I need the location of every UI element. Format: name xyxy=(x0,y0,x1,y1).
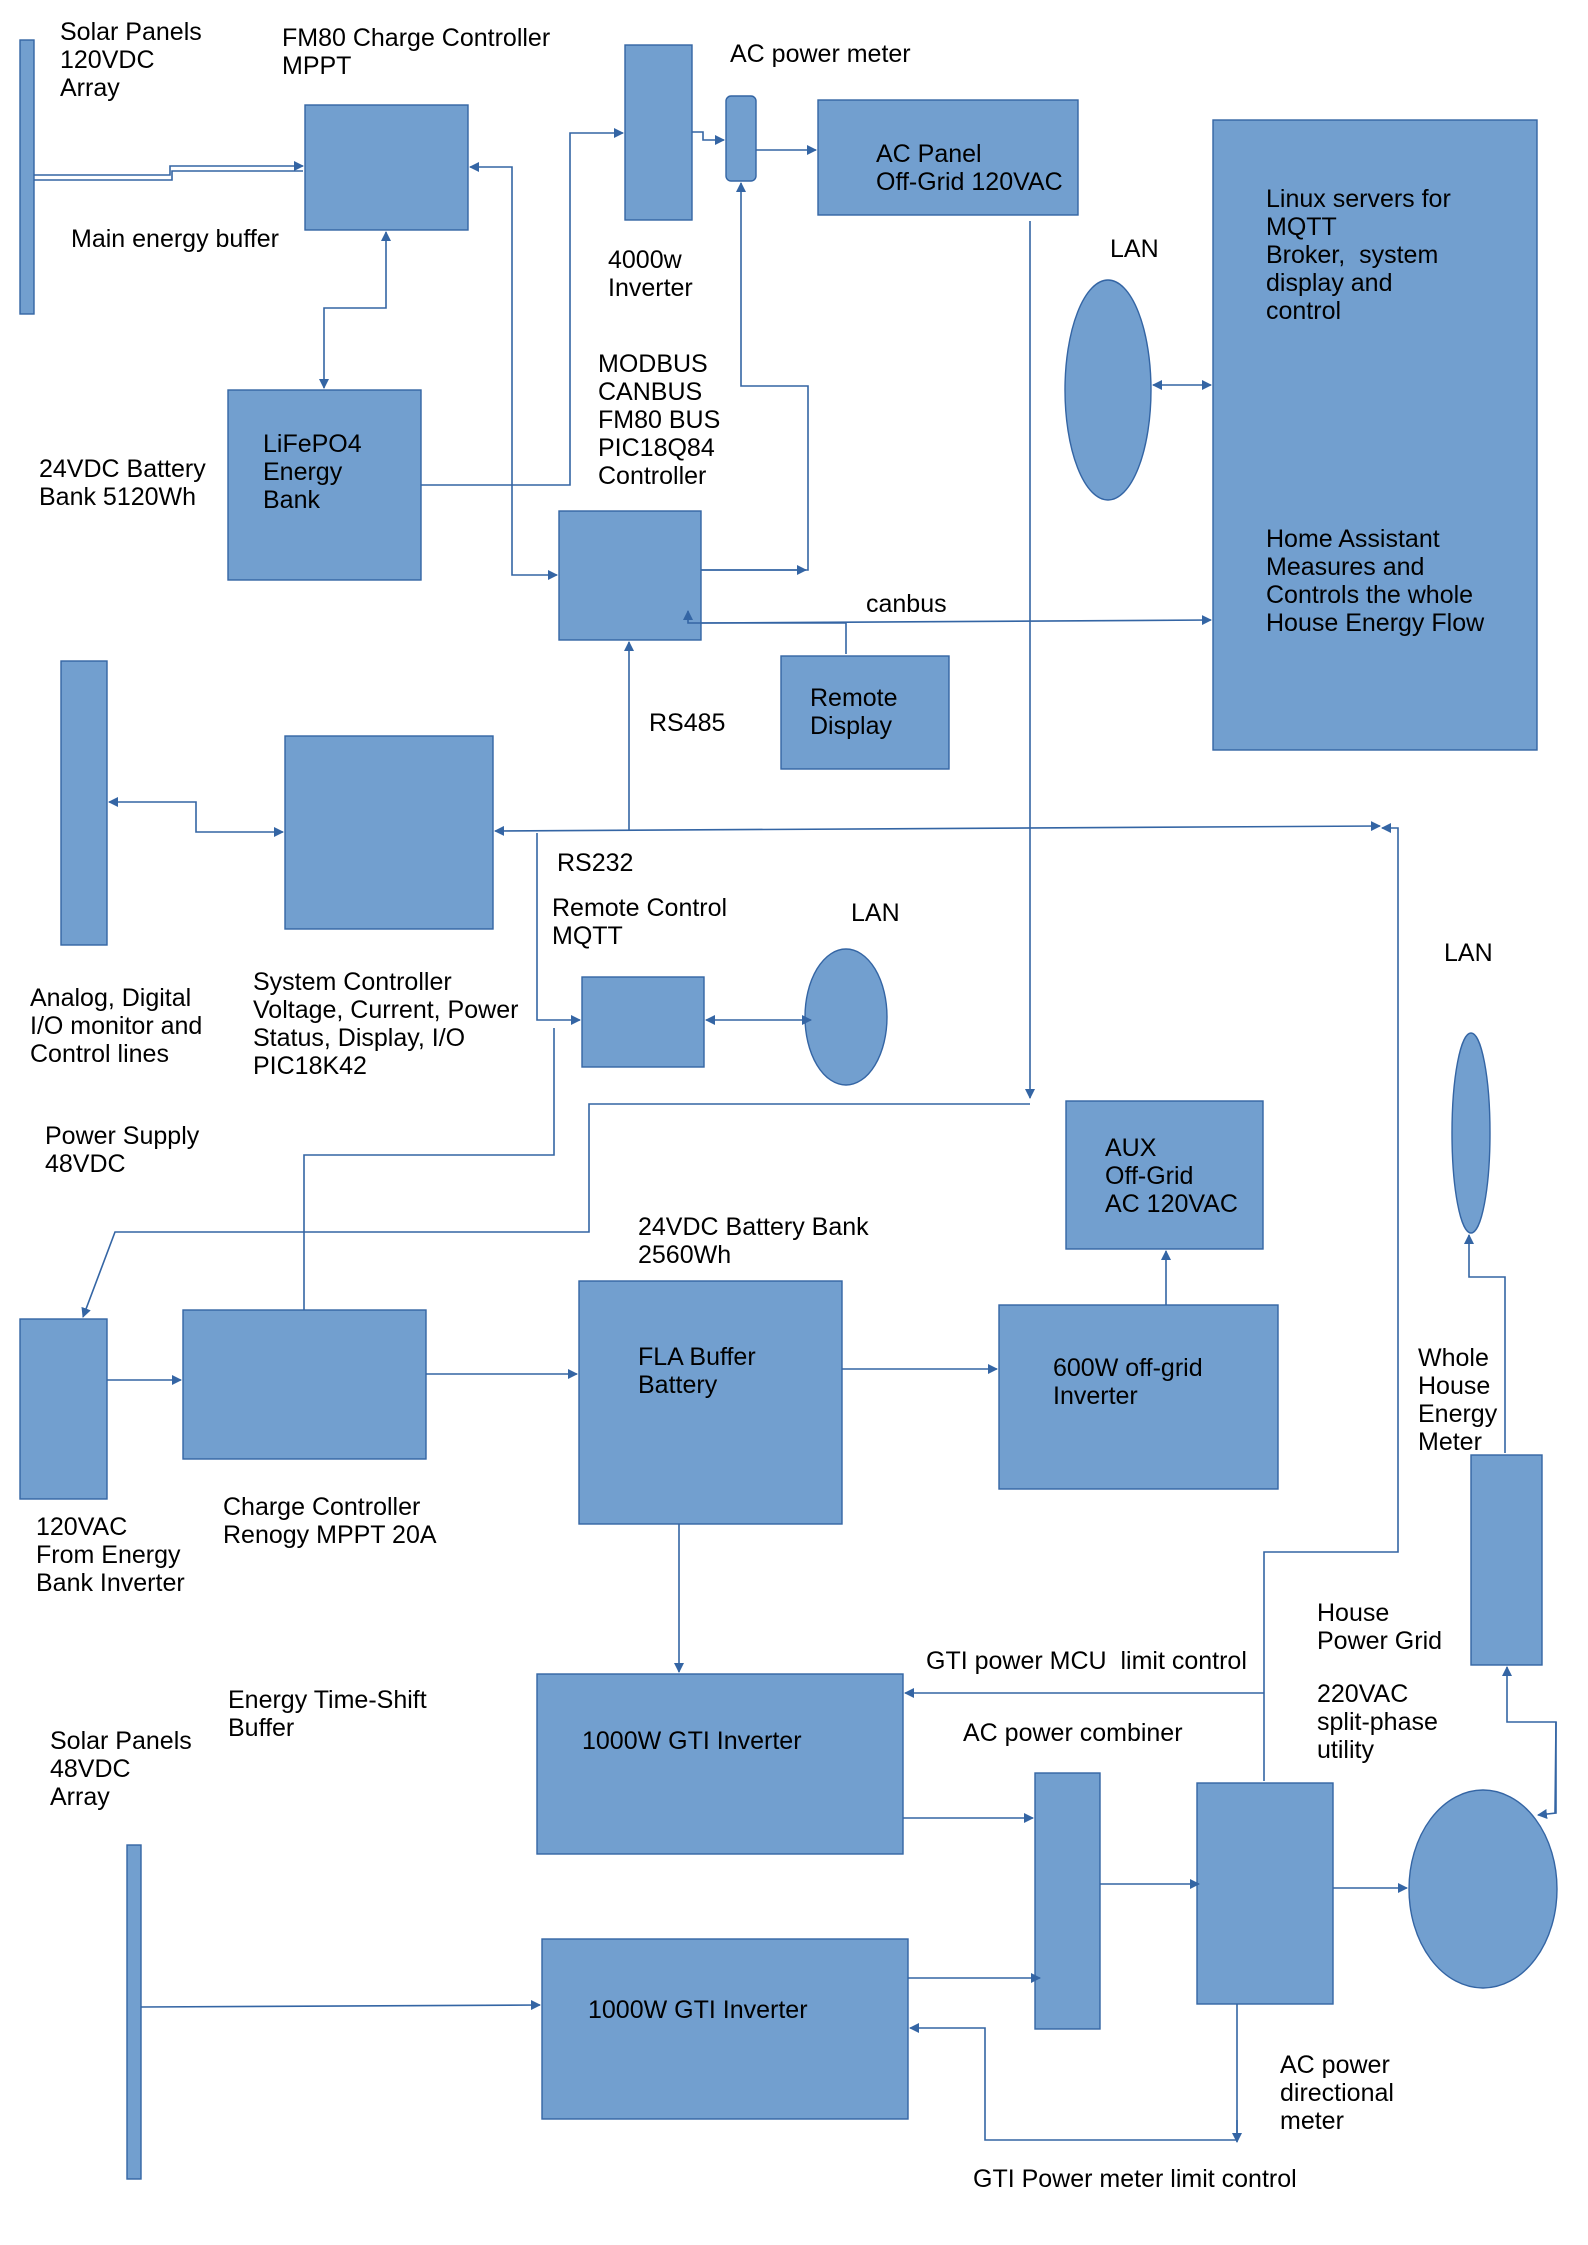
analog-io-bus-box xyxy=(60,660,108,946)
whole-house-meter-label: Whole House Energy Meter xyxy=(1418,1344,1498,1456)
rs232-label: RS232 xyxy=(557,849,634,877)
home-assistant-label: Home Assistant Measures and Controls the… xyxy=(1266,525,1485,637)
renogy-label: Charge Controller Renogy MPPT 20A xyxy=(223,1493,437,1549)
lan-mid-label: LAN xyxy=(851,899,900,927)
gti-meter-limit-label: GTI Power meter limit control xyxy=(973,2165,1297,2193)
ac-directional-label: AC power directional meter xyxy=(1280,2051,1394,2135)
rs232-wire xyxy=(536,833,581,1025)
canbus-label: canbus xyxy=(866,590,947,618)
pic18q84-controller-box xyxy=(558,510,702,641)
aux-off-grid-box xyxy=(1065,1100,1264,1250)
remote-control-mqtt-box xyxy=(581,976,705,1068)
fla-buffer-label: FLA Buffer Battery xyxy=(638,1343,756,1399)
whole-house-energy-meter-box xyxy=(1470,1454,1543,1666)
ac-combiner-label: AC power combiner xyxy=(963,1719,1183,1747)
solar-to-fm80-wire-2 xyxy=(34,170,303,181)
modbus-label: MODBUS CANBUS FM80 BUS PIC18Q84 Controll… xyxy=(598,350,721,490)
house-grid-label: House Power Grid xyxy=(1317,1599,1443,1655)
solar-48v-label: Solar Panels 48VDC Array xyxy=(50,1727,192,1811)
lan-mid-node xyxy=(804,948,888,1086)
inverter-600w-box xyxy=(998,1304,1279,1490)
inverter-600-label: 600W off-grid Inverter xyxy=(1053,1354,1203,1410)
remote-control-label: Remote Control MQTT xyxy=(552,894,728,950)
solar-120v-label: Solar Panels 120VDC Array xyxy=(60,18,202,102)
solar-panel-48v-array xyxy=(126,1844,142,2180)
power-supply-48v-box xyxy=(19,1318,108,1500)
ac-panel-box xyxy=(817,99,1079,216)
gti-1-label: 1000W GTI Inverter xyxy=(582,1727,802,1755)
solar-to-fm80-wire xyxy=(34,161,304,176)
utility-label: 220VAC split-phase utility xyxy=(1317,1680,1438,1764)
lifepo4-battery-box xyxy=(227,389,422,581)
remote-display-box xyxy=(780,655,950,770)
inverter-4000-label: 4000w Inverter xyxy=(608,246,693,302)
inverter-4000w-box xyxy=(624,44,693,221)
grid-to-house-meter-wire xyxy=(1502,1666,1557,1814)
main-energy-buffer-label: Main energy buffer xyxy=(71,225,279,253)
ac-directional-meter-box xyxy=(1196,1782,1334,2005)
aux-label: AUX Off-Grid AC 120VAC xyxy=(1105,1134,1238,1218)
linux-servers-label: Linux servers for MQTT Broker, system di… xyxy=(1266,185,1451,325)
grid-to-house-meter-return xyxy=(1537,1722,1557,1819)
gti-2-label: 1000W GTI Inverter xyxy=(588,1996,808,2024)
analog-io-label: Analog, Digital I/O monitor and Control … xyxy=(30,984,203,1068)
system-controller-box xyxy=(284,735,494,930)
lan-top-node xyxy=(1064,279,1152,501)
fm80-charge-controller-box xyxy=(304,104,469,231)
lifepo4-label: LiFePO4 Energy Bank xyxy=(263,430,362,514)
acpanel-to-powersupply-wire xyxy=(81,1103,1030,1318)
lan-right-node xyxy=(1451,1032,1491,1234)
fla-buffer-battery-box xyxy=(578,1280,843,1525)
rs485-bus-wire xyxy=(494,821,1381,836)
solar-panel-120v-array xyxy=(19,39,35,315)
directional-meter-to-bus-wire xyxy=(1263,823,1399,1781)
power-supply-label: Power Supply 48VDC xyxy=(45,1122,200,1178)
fm80-lifepo4-wire xyxy=(319,231,391,389)
fm80-label: FM80 Charge Controller MPPT xyxy=(282,24,551,80)
remote-display-label: Remote Display xyxy=(810,684,898,740)
battery-24v-main-label: 24VDC Battery Bank 5120Wh xyxy=(39,455,206,511)
fm80-controller-bus-wire xyxy=(469,162,558,580)
renogy-charge-controller-box xyxy=(182,1309,427,1460)
lan-top-label: LAN xyxy=(1110,235,1159,263)
ac-panel-label: AC Panel Off-Grid 120VAC xyxy=(876,140,1063,196)
gti-meter-limit-wire xyxy=(909,2004,1238,2141)
time-shift-label: Energy Time-Shift Buffer xyxy=(228,1686,427,1742)
system-controller-label: System Controller Voltage, Current, Powe… xyxy=(253,968,519,1080)
gti-inverter-2-box xyxy=(541,1938,909,2120)
lan-right-label: LAN xyxy=(1444,939,1493,967)
ac-power-combiner-box xyxy=(1034,1772,1101,2030)
house-meter-to-lan-wire xyxy=(1464,1234,1506,1453)
gti-inverter-1-box xyxy=(536,1673,904,1855)
battery-24v-fla-label: 24VDC Battery Bank 2560Wh xyxy=(638,1213,869,1269)
inverter-to-meter-wire xyxy=(692,131,725,145)
gti-mcu-label: GTI power MCU limit control xyxy=(926,1647,1247,1675)
remote-display-canbus-wire xyxy=(683,610,847,654)
house-power-grid-node xyxy=(1408,1789,1558,1989)
analog-io-wire xyxy=(108,797,284,837)
rs485-label: RS485 xyxy=(649,709,726,737)
from-inverter-label: 120VAC From Energy Bank Inverter xyxy=(36,1513,185,1597)
linux-servers-box xyxy=(1212,119,1538,751)
ac-meter-label: AC power meter xyxy=(730,40,911,68)
ac-power-meter-box xyxy=(725,95,757,182)
solar48-to-gti2-wire xyxy=(140,2000,541,2011)
